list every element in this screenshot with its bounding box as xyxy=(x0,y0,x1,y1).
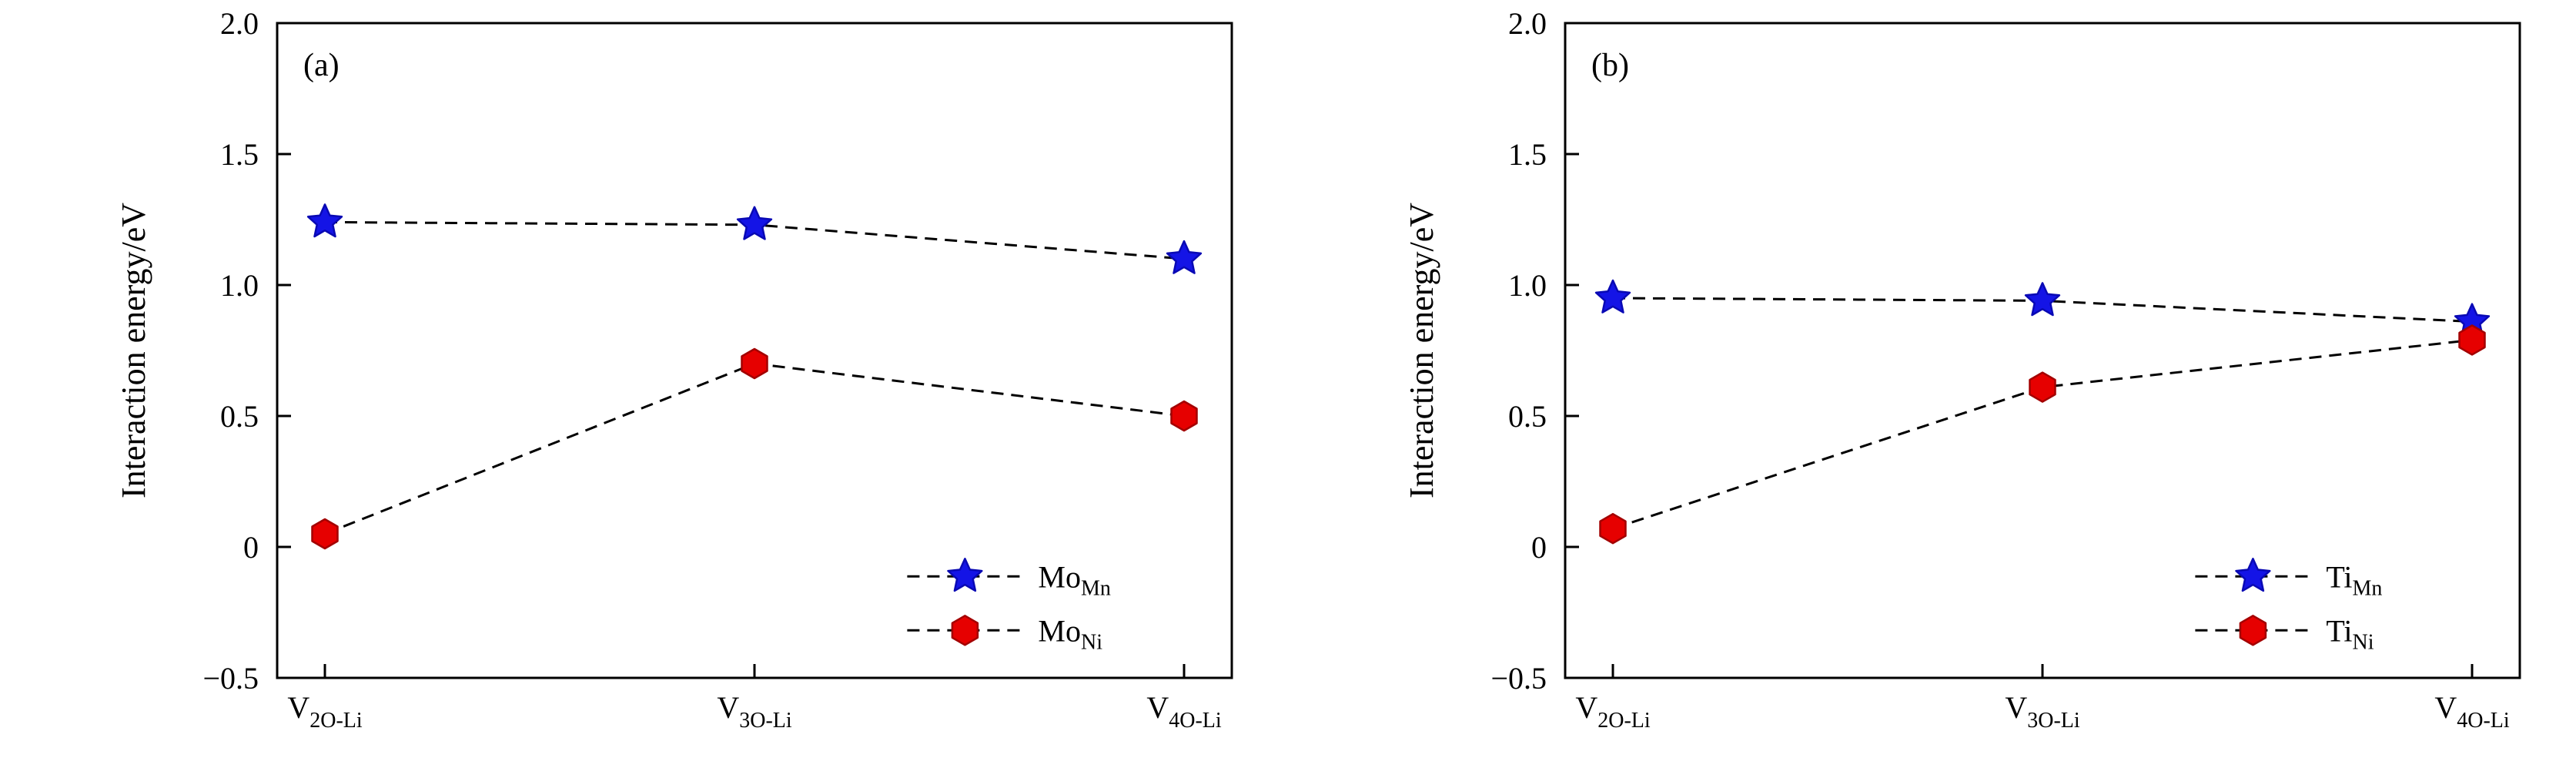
x-tick-label: V3O-Li xyxy=(717,690,792,733)
marker-hexagon xyxy=(2029,371,2056,403)
y-tick-label: 2.0 xyxy=(1508,6,1547,41)
x-tick-label: V2O-Li xyxy=(1575,690,1651,733)
panel-label: (b) xyxy=(1591,48,1629,83)
y-tick-label: 0 xyxy=(1531,530,1547,565)
marker-star xyxy=(2024,282,2061,317)
x-tick-label: V3O-Li xyxy=(2005,690,2080,733)
marker-hexagon xyxy=(1599,512,1627,545)
marker-hexagon xyxy=(311,518,339,550)
legend-marker-hexagon xyxy=(2239,615,2267,646)
chart-svg-a: −0.5 0 0.5 1.0 1.5 2.0 V2O-Li V3O-Li V4O-Li Inter… xyxy=(115,6,1233,733)
marker-hexagon xyxy=(2458,324,2486,356)
y-tick-label: 1.0 xyxy=(220,268,259,303)
legend-label: TiMn xyxy=(2326,559,2382,600)
x-tick-label: V4O-Li xyxy=(1146,690,1222,733)
marker-star xyxy=(306,203,343,238)
legend-marker-star xyxy=(2235,558,2271,592)
x-tick-label: V2O-Li xyxy=(287,690,363,733)
chart-panel-b: −0.5 0 0.5 1.0 1.5 2.0 V2O-Li V3O-Li V4O-Li Inter… xyxy=(1288,0,2576,758)
y-axis-label: Interaction energy/eV xyxy=(1403,203,1440,498)
y-tick-label: 0.5 xyxy=(220,399,259,434)
marker-star xyxy=(1594,279,1631,314)
panel-label: (a) xyxy=(303,48,340,83)
y-tick-label: 0.5 xyxy=(1508,399,1547,434)
marker-star xyxy=(1166,240,1203,274)
series-line xyxy=(324,362,1185,535)
y-tick-label: 1.5 xyxy=(220,137,259,172)
series-line xyxy=(1612,338,2473,530)
y-tick-label: −0.5 xyxy=(202,661,259,696)
legend-label: MoMn xyxy=(1038,559,1110,600)
legend-label: MoNi xyxy=(1038,613,1102,654)
chart-svg-b: −0.5 0 0.5 1.0 1.5 2.0 V2O-Li V3O-Li V4O-Li Inter… xyxy=(1403,6,2521,733)
legend-label: TiNi xyxy=(2326,613,2374,654)
x-tick-label: V4O-Li xyxy=(2434,690,2510,733)
marker-hexagon xyxy=(1170,400,1198,432)
y-tick-label: 1.0 xyxy=(1508,268,1547,303)
marker-hexagon xyxy=(741,347,768,380)
y-axis-label: Interaction energy/eV xyxy=(115,203,152,498)
y-tick-label: −0.5 xyxy=(1490,661,1547,696)
chart-panel-a: −0.5 0 0.5 1.0 1.5 2.0 V2O-Li V3O-Li V4O-Li Inter… xyxy=(115,6,1233,733)
y-tick-label: 2.0 xyxy=(220,6,259,41)
y-tick-label: 0 xyxy=(243,530,259,565)
legend-marker-star xyxy=(947,558,983,592)
marker-star xyxy=(736,206,773,240)
legend-marker-hexagon xyxy=(951,615,979,646)
y-tick-label: 1.5 xyxy=(1508,137,1547,172)
